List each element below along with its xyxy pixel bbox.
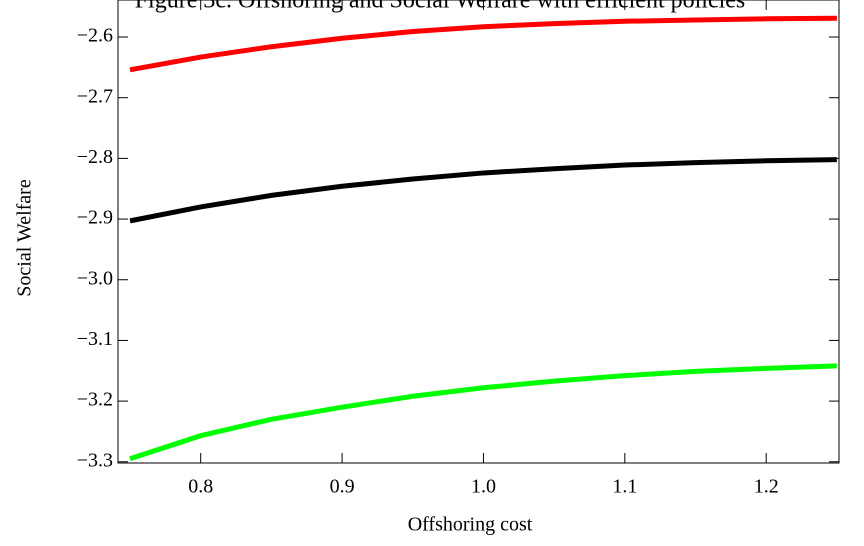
x-tick-label: 0.9 [330, 476, 355, 498]
line-series [129, 15, 837, 73]
x-tick-label: 1.1 [612, 476, 637, 498]
y-tick-label: −2.7 [77, 85, 113, 107]
y-tick-label: −3.2 [77, 389, 113, 411]
plot-frame [117, 0, 840, 464]
y-tick-label: −3.0 [77, 267, 113, 289]
chart-title: Figure 3c. Offshoring and Social Welfare… [135, 0, 746, 14]
y-tick-label: −2.6 [77, 25, 113, 47]
y-axis-label: Social Welfare [14, 179, 36, 297]
line-series [129, 363, 837, 462]
y-tick-label: −3.3 [77, 449, 113, 471]
x-tick-label: 1.0 [471, 476, 496, 498]
y-tick-label: −3.1 [77, 328, 113, 350]
y-tick-label: −2.8 [77, 146, 113, 168]
y-tick-label: −2.9 [77, 207, 113, 229]
line-series [129, 157, 837, 224]
x-axis-label: Offshoring cost [408, 514, 533, 536]
x-tick-label: 1.2 [754, 476, 779, 498]
x-tick-label: 0.8 [188, 476, 213, 498]
